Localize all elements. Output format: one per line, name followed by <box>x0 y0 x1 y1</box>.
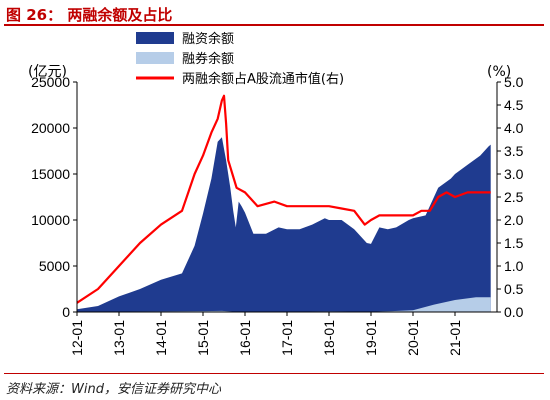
x-tick-label: 15-01 <box>195 320 211 356</box>
x-tick-label: 13-01 <box>111 320 127 356</box>
left-axis-unit: (亿元) <box>28 64 67 80</box>
right-tick-label: 3.0 <box>504 166 524 182</box>
right-tick-label: 0.0 <box>504 304 524 320</box>
x-tick-label: 21-01 <box>447 320 463 356</box>
source-note: 资料来源：Wind，安信证券研究中心 <box>6 382 221 397</box>
x-tick-label: 19-01 <box>363 320 379 356</box>
left-tick-label: 25000 <box>31 74 70 90</box>
left-tick-label: 20000 <box>31 120 70 136</box>
legend-label-ratio: 两融余额占A股流通市值(右) <box>182 71 344 87</box>
securities-lending-area <box>77 297 491 312</box>
legend-label-financing: 融资余额 <box>182 31 234 47</box>
right-tick-label: 4.0 <box>504 120 524 136</box>
x-tick-label: 17-01 <box>279 320 295 356</box>
legend-label-securities-lending: 融券余额 <box>182 51 234 67</box>
financing-balance-area <box>77 137 491 312</box>
source-divider <box>4 373 544 374</box>
ratio-line <box>76 94 491 304</box>
right-tick-label: 3.5 <box>504 143 524 159</box>
right-tick-label: 2.0 <box>504 212 524 228</box>
right-tick-label: 2.5 <box>504 189 524 205</box>
right-axis-unit: (%) <box>487 64 511 80</box>
right-tick-label: 5.0 <box>504 74 524 90</box>
right-tick-label: 1.5 <box>504 235 524 251</box>
right-tick-label: 4.5 <box>504 97 524 113</box>
title-divider <box>4 24 544 26</box>
left-tick-label: 0 <box>62 304 70 320</box>
legend-swatch-securities-lending <box>136 52 174 64</box>
left-tick-label: 5000 <box>39 258 70 274</box>
left-tick-label: 10000 <box>31 212 70 228</box>
x-tick-label: 18-01 <box>321 320 337 356</box>
right-tick-label: 0.5 <box>504 281 524 297</box>
x-tick-label: 12-01 <box>69 320 85 356</box>
x-tick-label: 20-01 <box>405 320 421 356</box>
chart-title: 图 26： 两融余额及占比 <box>6 6 173 24</box>
x-tick-label: 16-01 <box>237 320 253 356</box>
right-tick-label: 1.0 <box>504 258 524 274</box>
left-tick-label: 15000 <box>31 166 70 182</box>
legend-swatch-financing <box>136 32 174 44</box>
x-tick-label: 14-01 <box>153 320 169 356</box>
